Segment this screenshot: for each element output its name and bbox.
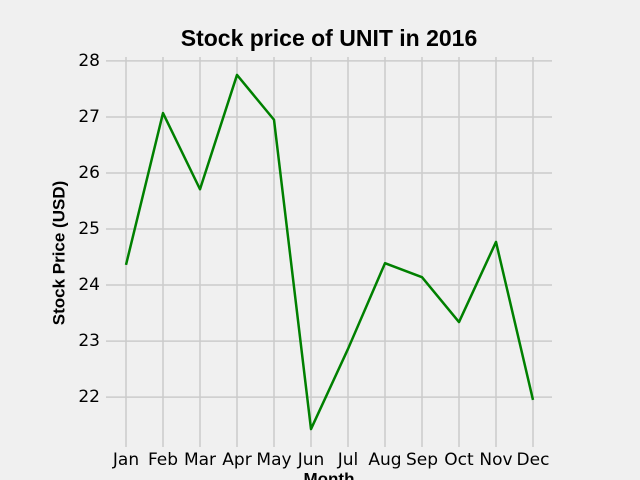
y-tick-label: 28 bbox=[78, 51, 100, 71]
y-tick-label: 22 bbox=[78, 387, 100, 407]
grid bbox=[106, 57, 552, 447]
x-tick-label: Nov bbox=[479, 450, 512, 470]
x-tick-label: Oct bbox=[444, 450, 474, 470]
x-tick-label: Apr bbox=[222, 450, 251, 470]
x-tick-label: Aug bbox=[368, 450, 401, 470]
x-axis-label: Month bbox=[304, 469, 355, 480]
y-tick-label: 23 bbox=[78, 331, 100, 351]
line-series bbox=[124, 73, 535, 431]
y-tick-label: 25 bbox=[78, 219, 100, 239]
x-tick-label: Dec bbox=[517, 450, 550, 470]
x-tick-label: Jan bbox=[112, 450, 139, 470]
x-tick-label: May bbox=[256, 450, 291, 470]
x-tick-label: Mar bbox=[184, 450, 216, 470]
x-tick-label: Jun bbox=[297, 450, 325, 470]
y-tick-label: 27 bbox=[78, 107, 100, 127]
y-axis-label: Stock Price (USD) bbox=[49, 181, 68, 326]
chart-title: Stock price of UNIT in 2016 bbox=[181, 25, 478, 51]
x-tick-label: Jul bbox=[337, 450, 359, 470]
x-tick-label: Feb bbox=[148, 450, 178, 470]
x-tick-label: Sep bbox=[406, 450, 438, 470]
y-tick-label: 26 bbox=[78, 163, 100, 183]
y-tick-label: 24 bbox=[78, 275, 100, 295]
